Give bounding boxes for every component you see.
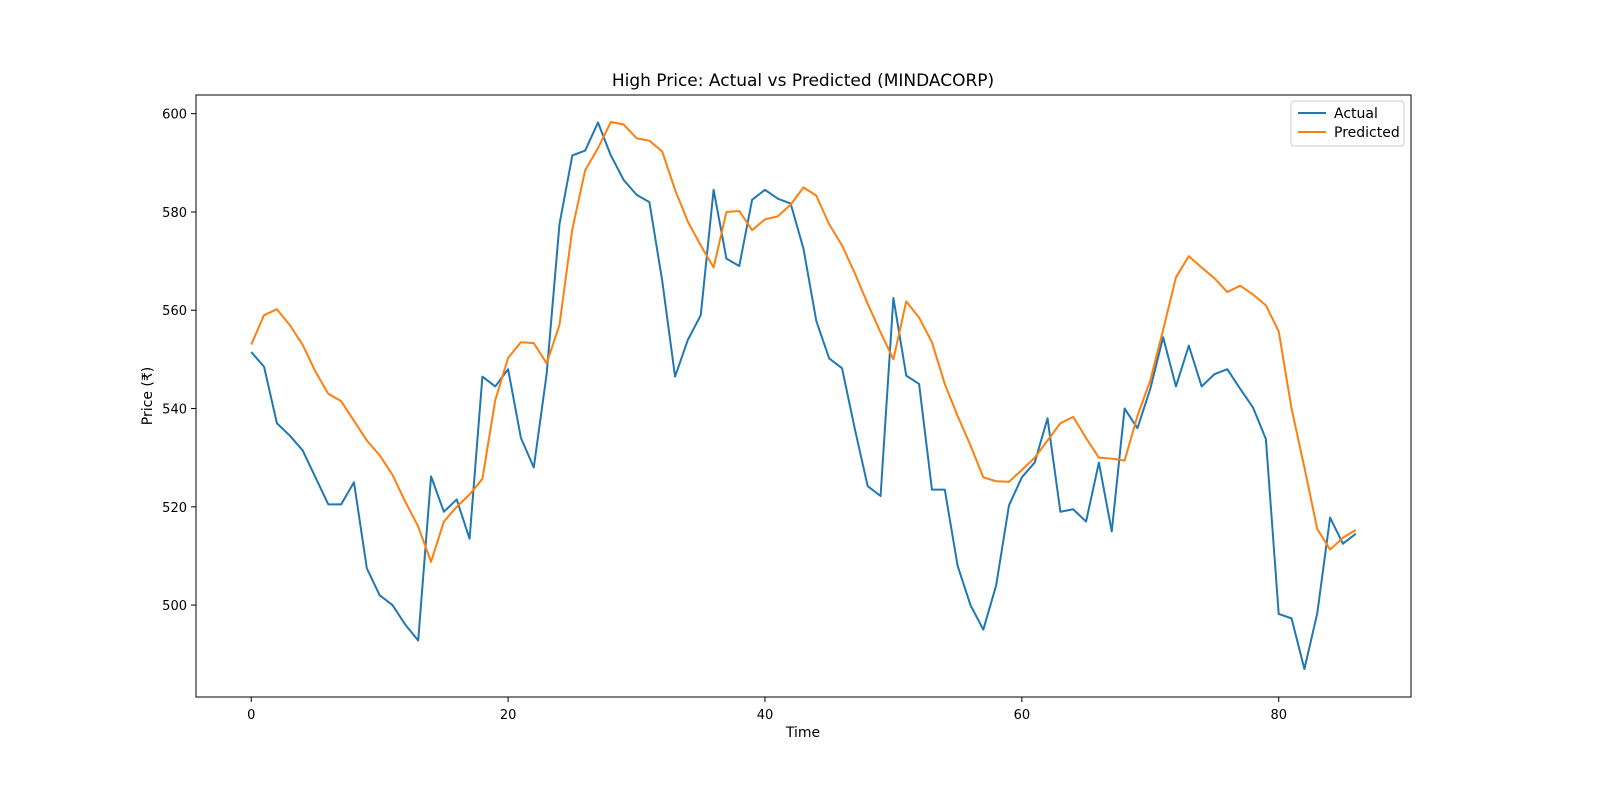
x-tick-label: 20: [500, 708, 517, 723]
y-tick-label: 580: [162, 206, 187, 221]
y-tick-label: 560: [162, 304, 187, 319]
x-tick-label: 60: [1014, 708, 1031, 723]
plot-frame: [195, 94, 1412, 698]
y-tick-label: 600: [162, 108, 187, 123]
legend-label-predicted: Predicted: [1334, 125, 1400, 141]
chart-title: High Price: Actual vs Predicted (MINDACO…: [612, 71, 994, 91]
x-axis: 0 20 40 60 80: [247, 697, 1287, 723]
x-axis-label: Time: [785, 725, 820, 741]
x-tick-label: 0: [247, 708, 255, 723]
y-tick-label: 500: [162, 599, 187, 614]
y-axis: 500 520 540 560 580 600: [162, 108, 196, 614]
y-axis-label: Price (₹): [140, 367, 156, 425]
x-tick-label: 80: [1270, 708, 1287, 723]
series-line-predicted: [250, 121, 1357, 563]
series-line-actual: [250, 121, 1357, 670]
legend-label-actual: Actual: [1334, 106, 1378, 122]
y-tick-label: 520: [162, 501, 187, 516]
y-tick-label: 540: [162, 403, 187, 418]
legend: Actual Predicted: [1290, 100, 1405, 147]
x-tick-label: 40: [757, 708, 774, 723]
series-layer: [250, 121, 1357, 670]
